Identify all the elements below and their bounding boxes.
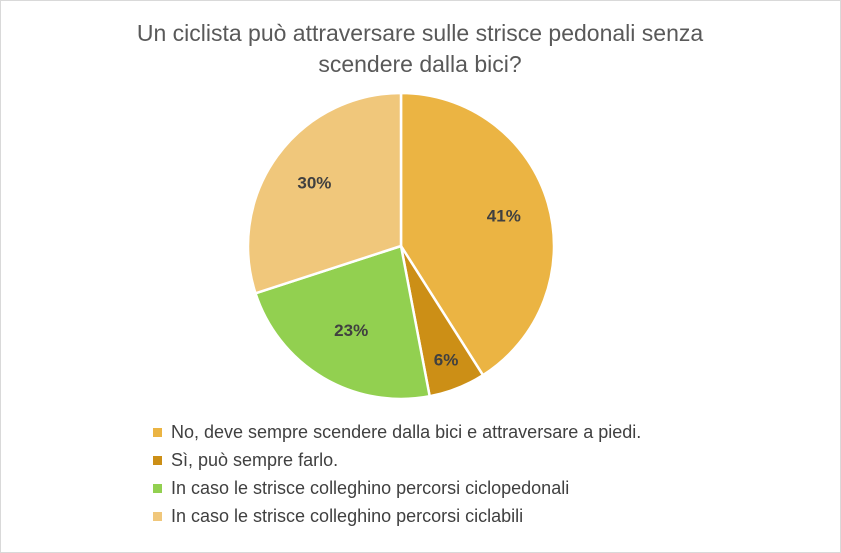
legend-swatch (153, 427, 162, 437)
legend-item-no-deve-scendere: No, deve sempre scendere dalla bici e at… (153, 418, 641, 446)
legend: No, deve sempre scendere dalla bici e at… (153, 418, 641, 530)
slice-ciclabili (246, 91, 403, 295)
data-label: 41% (487, 207, 521, 226)
legend-swatch (153, 455, 162, 465)
legend-item-ciclopedonali: In caso le strisce colleghino percorsi c… (153, 474, 641, 502)
chart-title: Un ciclista può attraversare sulle stris… (60, 18, 780, 80)
data-label: 6% (434, 350, 459, 369)
legend-label: Sì, può sempre farlo. (171, 449, 339, 470)
legend-swatch (153, 483, 162, 493)
pie-data-labels: 41% 6% 23% 30% (297, 174, 520, 370)
chart-title-line-2: scendere dalla bici? (318, 51, 522, 77)
chart-title-line-1: Un ciclista può attraversare sulle stris… (136, 20, 704, 46)
legend-item-ciclabili: In caso le strisce colleghino percorsi c… (153, 502, 641, 530)
legend-label: In caso le strisce colleghino percorsi c… (171, 505, 524, 526)
slice-ciclopedonali (254, 244, 431, 401)
legend-label: No, deve sempre scendere dalla bici e at… (171, 421, 642, 442)
legend-label: In caso le strisce colleghino percorsi c… (171, 477, 570, 498)
legend-item-si-sempre: Sì, può sempre farlo. (153, 446, 641, 474)
data-label: 23% (334, 321, 368, 340)
pie-slices (246, 91, 556, 401)
data-label: 30% (297, 174, 331, 193)
legend-swatch (153, 511, 162, 521)
